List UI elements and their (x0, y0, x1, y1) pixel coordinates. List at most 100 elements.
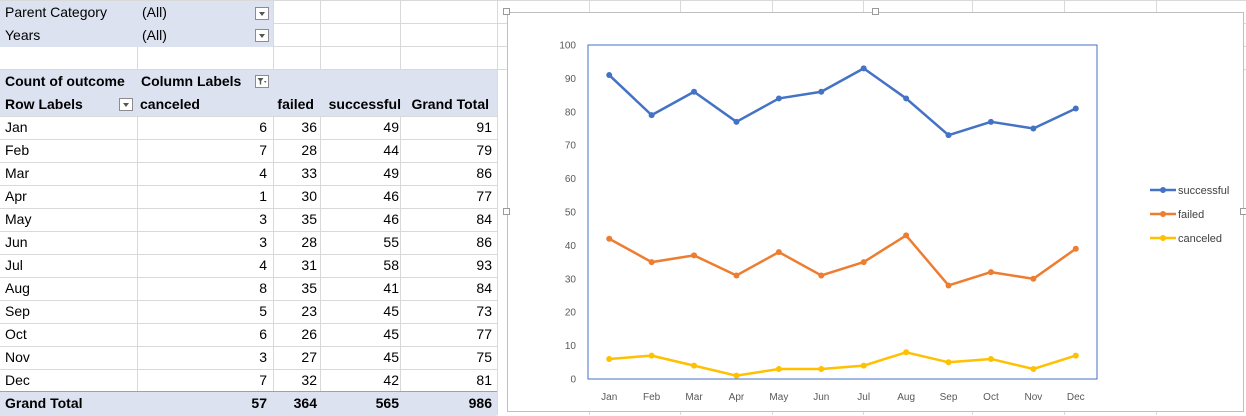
gridline (320, 0, 321, 415)
cell-failed: 30 (301, 188, 317, 204)
line-chart[interactable]: 0 10 20 30 40 50 60 70 80 90 100 Jan Feb Mar Apr May Jun… (507, 12, 1244, 412)
filter-dropdown-button[interactable] (255, 29, 269, 42)
data-point-canceled (818, 365, 825, 372)
row-labels-header: Row Labels (5, 96, 83, 112)
table-row: Aug 8 35 41 84 (0, 277, 497, 300)
gridline (0, 231, 497, 232)
gridline (273, 0, 274, 415)
table-row: Feb 7 28 44 79 (0, 139, 497, 162)
cell-successful: 44 (383, 142, 399, 158)
data-point-successful (945, 132, 952, 139)
data-point-failed (691, 252, 698, 259)
data-point-canceled (775, 365, 782, 372)
x-tick-label: Feb (643, 392, 661, 403)
gridline (497, 0, 498, 415)
data-point-failed (818, 272, 825, 279)
data-point-successful (1030, 125, 1037, 132)
data-point-failed (648, 259, 655, 266)
chart-resize-handle[interactable] (503, 208, 510, 215)
row-label: Jun (5, 234, 28, 250)
legend-marker-successful (1160, 187, 1166, 193)
pivot-header-row: Count of outcome Column Labels (0, 70, 497, 93)
gridline (0, 208, 497, 209)
y-tick-label: 0 (570, 375, 576, 386)
row-label: Oct (5, 326, 27, 342)
cell-grand-total: 75 (476, 349, 492, 365)
cell-grand-total: 91 (476, 119, 492, 135)
cell-failed: 26 (301, 326, 317, 342)
filter-label: Years (0, 24, 137, 47)
cell-failed: 23 (301, 303, 317, 319)
grand-total-failed: 364 (293, 395, 317, 411)
cell-canceled: 1 (259, 188, 267, 204)
chart-resize-handle[interactable] (503, 8, 510, 15)
gridline (137, 0, 138, 415)
gridline (0, 277, 497, 278)
y-tick-label: 50 (565, 208, 577, 219)
cell-canceled: 3 (259, 234, 267, 250)
x-tick-label: Sep (940, 392, 958, 403)
column-filter-button[interactable] (255, 75, 269, 88)
cell-grand-total: 79 (476, 142, 492, 158)
pivot-table: Parent Category (All) Years (All) Count … (0, 0, 497, 416)
data-point-failed (1030, 275, 1037, 282)
cell-successful: 49 (383, 119, 399, 135)
y-tick-label: 30 (565, 274, 577, 285)
table-row: May 3 35 46 84 (0, 208, 497, 231)
data-point-successful (775, 95, 782, 102)
y-tick-label: 70 (565, 141, 577, 152)
data-point-canceled (606, 355, 613, 362)
cell-grand-total: 84 (476, 211, 492, 227)
data-point-canceled (860, 362, 867, 369)
row-label: Apr (5, 188, 27, 204)
cell-grand-total: 77 (476, 326, 492, 342)
gridline (0, 254, 497, 255)
row-label: Dec (5, 372, 30, 388)
row-labels-dropdown-button[interactable] (119, 98, 133, 111)
cell-canceled: 4 (259, 165, 267, 181)
cell-failed: 31 (301, 257, 317, 273)
data-point-failed (775, 249, 782, 256)
filter-label: Parent Category (0, 1, 137, 24)
column-header-failed: failed (277, 96, 314, 112)
cell-successful: 45 (383, 349, 399, 365)
column-labels-header: Column Labels (141, 73, 242, 89)
x-tick-label: Jan (601, 392, 617, 403)
column-header-canceled: canceled (140, 96, 200, 112)
y-tick-label: 20 (565, 308, 577, 319)
cell-canceled: 7 (259, 142, 267, 158)
series-line-canceled (609, 351, 1077, 377)
x-tick-label: Jul (857, 392, 870, 403)
x-tick-label: Mar (685, 392, 703, 403)
row-label: Feb (5, 142, 30, 158)
cell-grand-total: 77 (476, 188, 492, 204)
cell-grand-total: 84 (476, 280, 492, 296)
legend-label-failed: failed (1178, 209, 1204, 221)
chart-canvas: 0 10 20 30 40 50 60 70 80 90 100 Jan Feb Mar Apr May Jun… (559, 41, 1229, 404)
cell-failed: 35 (301, 211, 317, 227)
data-point-successful (818, 88, 825, 95)
gridline (0, 300, 497, 301)
x-tick-label: May (769, 392, 788, 403)
cell-failed: 33 (301, 165, 317, 181)
filter-dropdown-button[interactable] (255, 7, 269, 20)
cell-canceled: 4 (259, 257, 267, 273)
cell-successful: 58 (383, 257, 399, 273)
series-line-successful (608, 67, 1077, 137)
data-point-successful (987, 118, 994, 125)
legend-marker-canceled (1160, 235, 1166, 241)
cell-successful: 45 (383, 326, 399, 342)
cell-canceled: 6 (259, 119, 267, 135)
x-tick-label: Oct (983, 392, 999, 403)
gridline (0, 139, 497, 140)
chart-resize-handle[interactable] (1240, 208, 1246, 215)
chart-resize-handle[interactable] (872, 8, 879, 15)
grand-total-canceled: 57 (251, 395, 267, 411)
data-point-successful (1072, 105, 1079, 112)
data-point-canceled (733, 372, 740, 379)
plot-area (587, 44, 1098, 380)
table-row: Jan 6 36 49 91 (0, 116, 497, 139)
cell-successful: 41 (383, 280, 399, 296)
row-label: Jan (5, 119, 28, 135)
column-header-grand-total: Grand Total (411, 96, 489, 112)
